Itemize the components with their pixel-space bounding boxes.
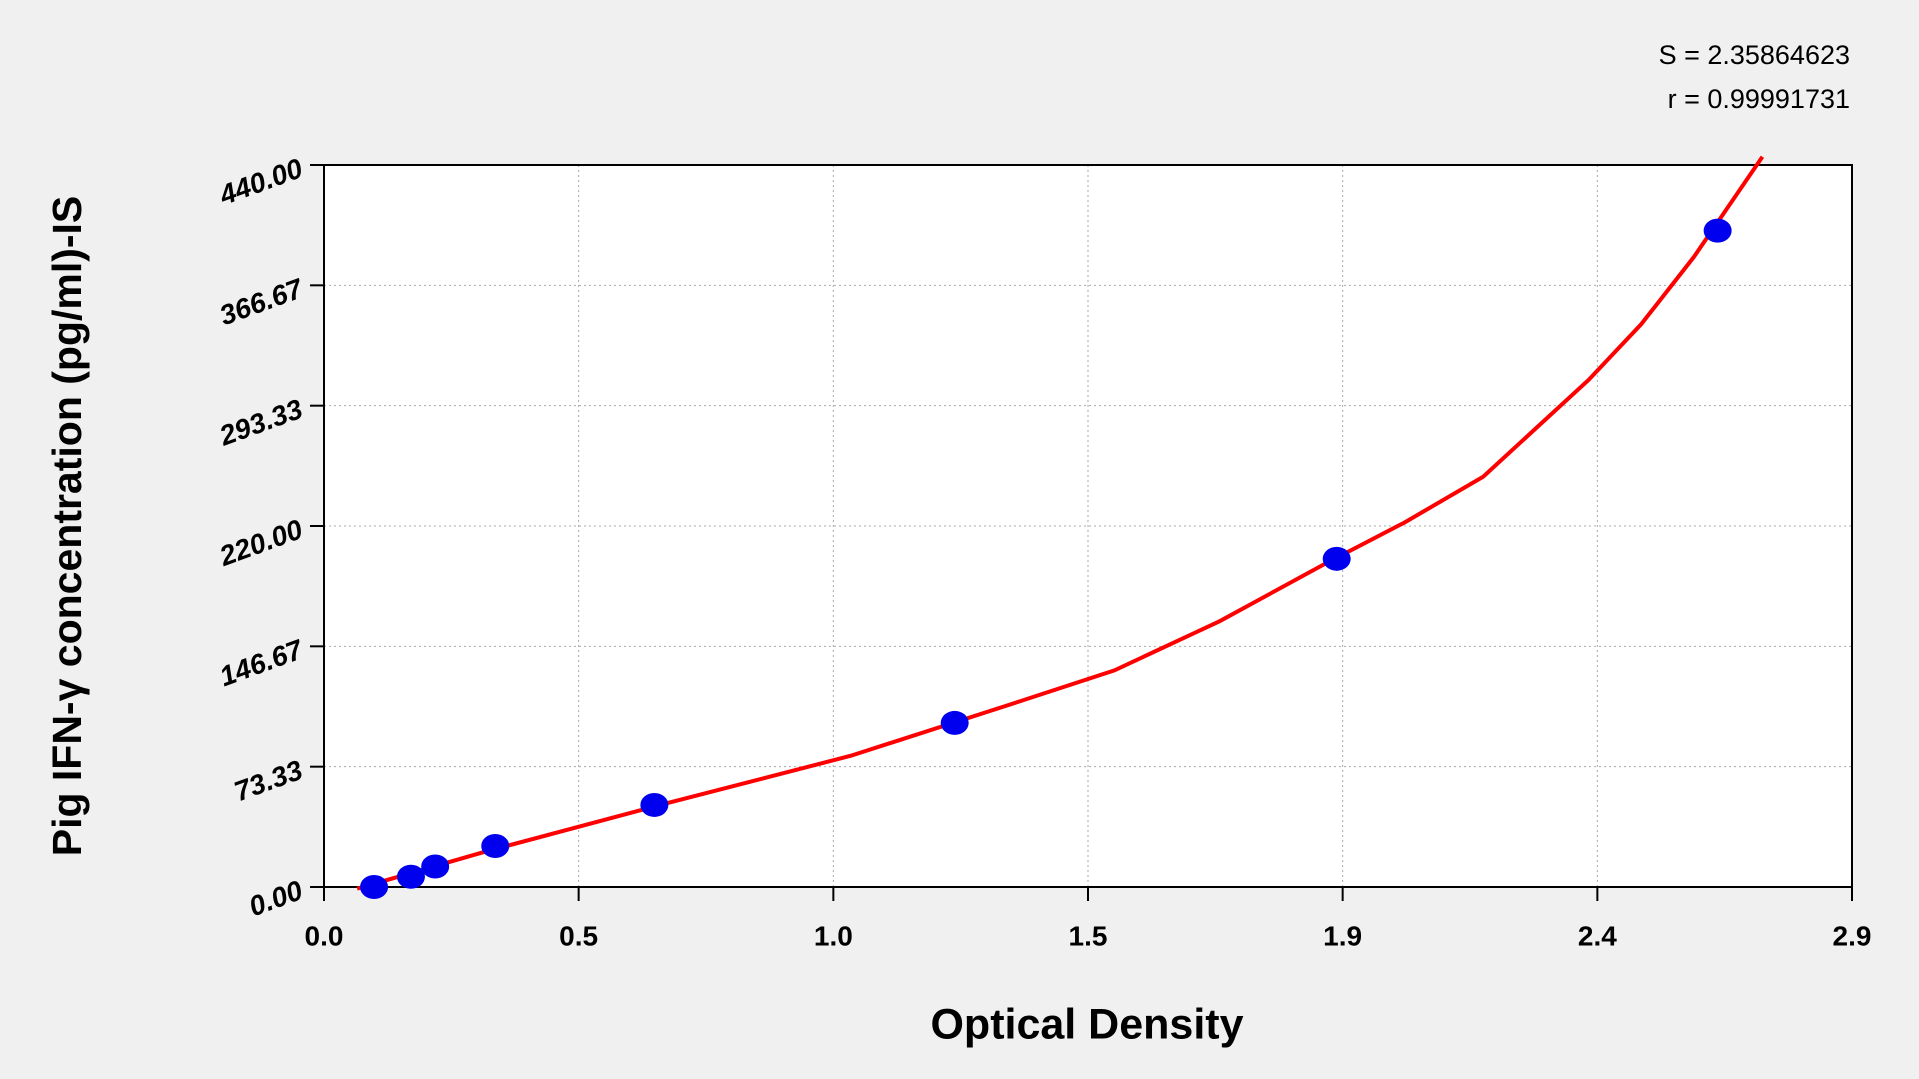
x-tick-label: 1.0 (814, 920, 853, 951)
x-tick-label: 0.0 (305, 920, 344, 951)
x-tick-label: 2.9 (1833, 920, 1872, 951)
data-point (940, 710, 969, 735)
data-point (421, 854, 450, 879)
annotation: r = 0.99991731 (1668, 84, 1850, 114)
y-tick-label: 440.00 (215, 152, 307, 211)
y-tick-label: 0.00 (245, 874, 307, 922)
data-point (360, 875, 389, 899)
data-point (481, 833, 510, 858)
data-point (1322, 546, 1351, 571)
data-point (1703, 218, 1732, 243)
x-tick-label: 1.5 (1069, 920, 1108, 951)
x-tick-label: 2.4 (1578, 920, 1617, 951)
y-tick-label: 220.00 (215, 513, 307, 572)
x-tick-label: 0.5 (559, 920, 598, 951)
data-point (640, 792, 669, 817)
y-tick-label: 73.33 (230, 754, 307, 807)
y-tick-label: 366.67 (216, 272, 308, 331)
y-axis-label: Pig IFN-γ concentration (pg/ml)-IS (44, 196, 90, 857)
fit-curve (356, 155, 1765, 891)
y-tick-label: 146.67 (216, 633, 308, 692)
data-point (396, 864, 425, 889)
x-axis-label: Optical Density (930, 1000, 1243, 1048)
y-tick-label: 293.33 (215, 393, 307, 452)
x-tick-label: 1.9 (1323, 920, 1362, 951)
plot-frame (323, 164, 1853, 888)
annotation: S = 2.35864623 (1659, 40, 1850, 70)
